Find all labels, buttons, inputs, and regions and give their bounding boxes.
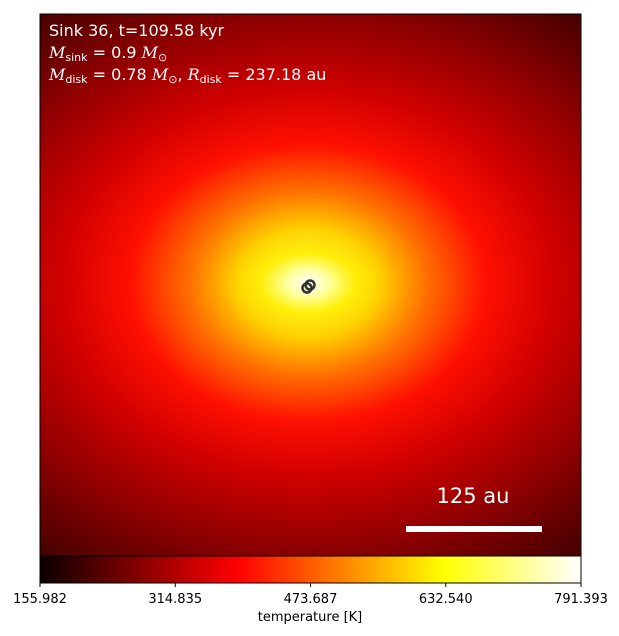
sink-mass-subscript: sink [65, 51, 88, 64]
colorbar-tick-label: 473.687 [283, 592, 338, 607]
disk-radius-symbol: R [187, 65, 200, 84]
colorbar-ticks [39, 583, 582, 587]
sink-title: Sink 36, t=109.58 kyr [49, 21, 224, 41]
sink-marker [301, 279, 316, 294]
heatmap-panel [40, 14, 581, 556]
disk-mass-subscript: disk [65, 73, 88, 86]
disk-radius-subscript: disk [199, 73, 222, 86]
sink-mass-value: = 0.9 [87, 43, 142, 62]
colorbar-label: temperature [K] [257, 610, 363, 625]
sink-mass-unit-subscript: ⊙ [158, 51, 168, 64]
sink-title-text: Sink 36, t=109.58 kyr [49, 21, 225, 40]
disk-mass-unit-subscript: ⊙ [168, 73, 178, 86]
disk-separator: , [177, 65, 188, 84]
colorbar-tick-label: 314.835 [148, 592, 203, 607]
disk-mass-value: = 0.78 [87, 65, 152, 84]
colorbar [39, 555, 582, 587]
colorbar-tick-label: 155.982 [13, 592, 67, 607]
disk-mass-symbol: M [49, 65, 66, 84]
disk-mass-unit: M [151, 65, 169, 84]
disk-radius-value: = 237.18 au [221, 65, 327, 84]
sink-mass-line: Msink = 0.9 M⊙ [49, 43, 167, 63]
colorbar-tick-label: 791.393 [554, 592, 608, 607]
scale-bar [406, 526, 542, 532]
sink-mass-symbol: M [49, 43, 66, 62]
disk-properties-line: Mdisk = 0.78 M⊙, Rdisk = 237.18 au [49, 65, 326, 85]
scale-bar-label: 125 au [436, 484, 510, 508]
colorbar-tick-label: 632.540 [418, 592, 473, 607]
sink-mass-unit: M [141, 43, 159, 62]
colorbar-gradient [40, 556, 581, 583]
